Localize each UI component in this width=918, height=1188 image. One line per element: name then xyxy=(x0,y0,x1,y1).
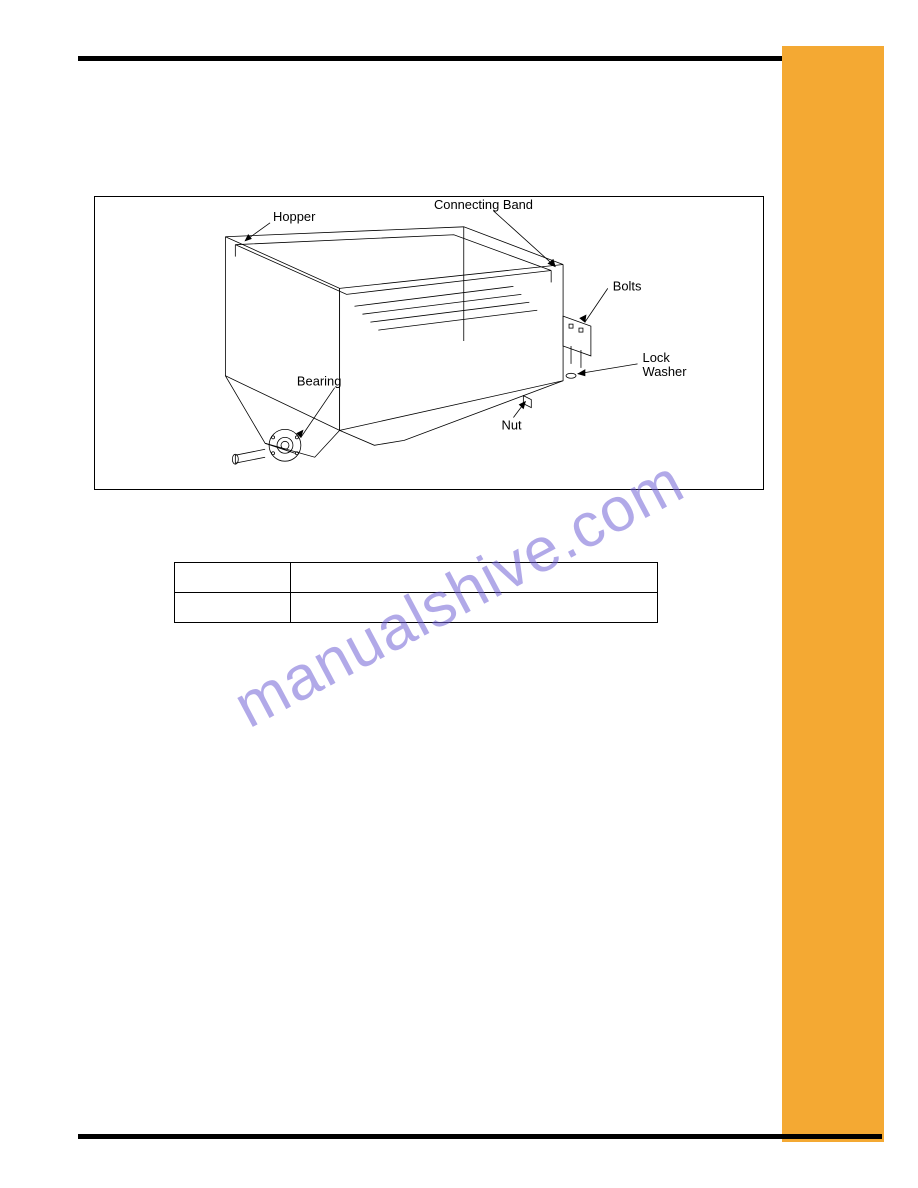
table-row xyxy=(175,593,658,623)
hopper-diagram: Hopper Connecting Band Bolts Lock Washer… xyxy=(95,197,763,489)
table-header-row xyxy=(175,563,658,593)
label-nut: Nut xyxy=(502,417,522,432)
table-cell-a xyxy=(175,593,291,623)
diagram-frame: Hopper Connecting Band Bolts Lock Washer… xyxy=(94,196,764,490)
table-header-b xyxy=(290,563,657,593)
hopper-body xyxy=(225,227,590,464)
table-header-a xyxy=(175,563,291,593)
label-lock-washer-1: Lock xyxy=(643,350,671,365)
label-connecting-band: Connecting Band xyxy=(434,197,533,212)
parts-table xyxy=(174,562,658,623)
label-bolts: Bolts xyxy=(613,278,642,293)
sidebar-accent xyxy=(782,46,884,1142)
label-bearing: Bearing xyxy=(297,374,342,389)
leader-lines xyxy=(245,211,637,437)
header-rule xyxy=(78,56,782,61)
label-lock-washer-2: Washer xyxy=(643,364,688,379)
table-cell-b xyxy=(290,593,657,623)
label-hopper: Hopper xyxy=(273,209,316,224)
footer-rule xyxy=(78,1134,882,1139)
